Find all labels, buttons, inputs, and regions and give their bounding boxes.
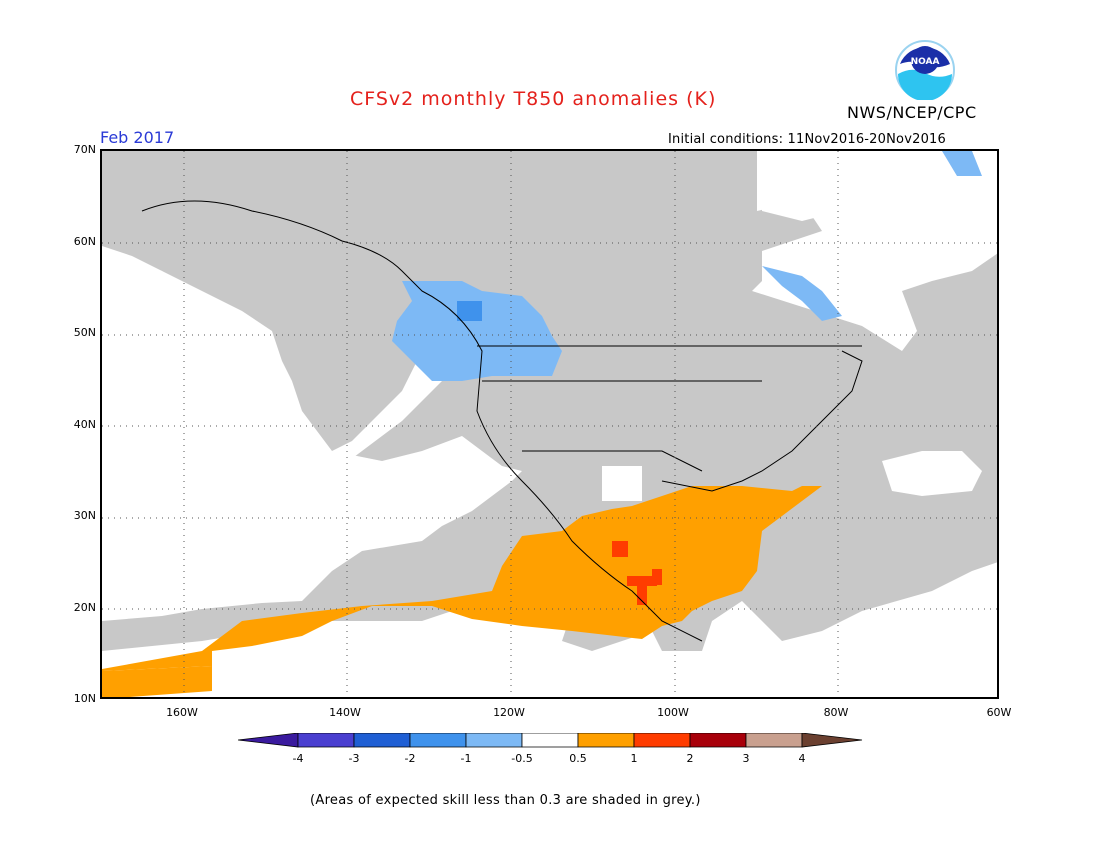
colorbar-segment [577, 733, 635, 748]
colorbar-label: -2 [404, 752, 416, 765]
map-area [100, 149, 999, 699]
colorbar-segment [353, 733, 411, 748]
low-skill-shading [102, 151, 997, 651]
noaa-logo-text: NOAA [911, 57, 940, 67]
colorbar-segment [409, 733, 467, 748]
coastlines [141, 200, 863, 642]
map-title: CFSv2 monthly T850 anomalies (K) [350, 88, 717, 110]
lon-label-160w: 160W [166, 706, 198, 719]
colorbar-segment [801, 733, 863, 748]
colorbar-label: 1 [630, 752, 638, 765]
lat-label-40n: 40N [73, 418, 96, 431]
colorbar-segment [465, 733, 523, 748]
colorbar-label: 4 [798, 752, 806, 765]
colorbar-label: -3 [348, 752, 360, 765]
colorbar-label: 0.5 [569, 752, 587, 765]
anomaly-map [102, 151, 997, 697]
noaa-logo: NOAA [895, 40, 955, 100]
valid-month-label: Feb 2017 [100, 128, 175, 147]
agency-label: NWS/NCEP/CPC [847, 103, 977, 122]
initial-conditions-label: Initial conditions: 11Nov2016-20Nov2016 [668, 132, 946, 147]
colorbar-label: 3 [742, 752, 750, 765]
colorbar-label: -1 [460, 752, 472, 765]
lon-label-60w: 60W [986, 706, 1012, 719]
colorbar [238, 733, 863, 748]
colorbar-label: -0.5 [511, 752, 533, 765]
cold-anomaly-shading [392, 151, 982, 381]
colorbar-segment [521, 733, 579, 748]
lat-label-10n: 10N [73, 692, 96, 705]
colorbar-segment [745, 733, 803, 748]
colorbar-segment [238, 733, 299, 748]
colorbar-segment [633, 733, 691, 748]
lon-label-120w: 120W [493, 706, 525, 719]
lon-label-100w: 100W [657, 706, 689, 719]
lat-label-50n: 50N [73, 326, 96, 339]
colorbar-label: 2 [686, 752, 694, 765]
lat-label-60n: 60N [73, 235, 96, 248]
colorbar-segment [297, 733, 355, 748]
colorbar-segment [689, 733, 747, 748]
footnote: (Areas of expected skill less than 0.3 a… [310, 793, 701, 808]
lat-label-20n: 20N [73, 601, 96, 614]
lat-label-30n: 30N [73, 509, 96, 522]
lon-label-140w: 140W [329, 706, 361, 719]
lat-label-70n: 70N [73, 143, 96, 156]
strong-warm-anomaly [612, 541, 662, 605]
lon-label-80w: 80W [823, 706, 849, 719]
moderate-cold-anomaly [457, 301, 482, 321]
colorbar-label: -4 [292, 752, 304, 765]
